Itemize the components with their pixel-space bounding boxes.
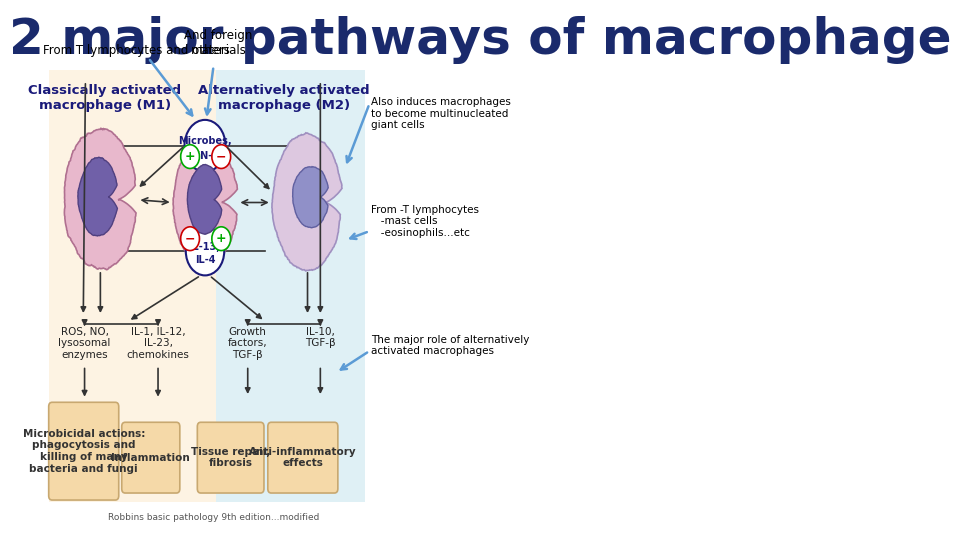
Text: From T lymphocytes and others: From T lymphocytes and others <box>43 44 230 57</box>
Text: Classically activated
macrophage (M1): Classically activated macrophage (M1) <box>28 84 181 112</box>
Text: 2 major pathways of macrophage activation:: 2 major pathways of macrophage activatio… <box>9 16 960 64</box>
Polygon shape <box>187 165 222 234</box>
Text: Alternatively activated
macrophage (M2): Alternatively activated macrophage (M2) <box>198 84 370 112</box>
Text: Tissue repair,
fibrosis: Tissue repair, fibrosis <box>191 447 271 468</box>
Text: −: − <box>185 232 195 245</box>
Text: Microbicidal actions:
phagocytosis and
killing of many
bacteria and fungi: Microbicidal actions: phagocytosis and k… <box>22 429 145 474</box>
Text: IL-1, IL-12,
IL-23,
chemokines: IL-1, IL-12, IL-23, chemokines <box>127 327 189 360</box>
Text: Anti-inflammatory
effects: Anti-inflammatory effects <box>249 447 357 468</box>
Text: Inflammation: Inflammation <box>111 453 190 463</box>
Polygon shape <box>64 129 136 269</box>
FancyBboxPatch shape <box>49 70 216 502</box>
Text: Microbes,: Microbes, <box>179 137 231 146</box>
Text: IL-10,
TGF-β: IL-10, TGF-β <box>305 327 336 348</box>
FancyBboxPatch shape <box>198 422 264 493</box>
Text: +: + <box>216 232 227 245</box>
Circle shape <box>184 120 226 172</box>
Text: And foreign
materials: And foreign materials <box>184 29 252 57</box>
Polygon shape <box>173 140 237 264</box>
Text: IFN-γ: IFN-γ <box>190 151 220 160</box>
Circle shape <box>180 145 200 168</box>
Text: Robbins basic pathology 9th edition...modified: Robbins basic pathology 9th edition...mo… <box>108 512 320 522</box>
Text: IL-4: IL-4 <box>195 255 215 265</box>
Text: IL-13,: IL-13, <box>189 242 221 252</box>
Circle shape <box>180 227 200 251</box>
Circle shape <box>212 227 230 251</box>
FancyBboxPatch shape <box>268 422 338 493</box>
Text: Also induces macrophages
to become multinucleated
giant cells: Also induces macrophages to become multi… <box>371 97 511 130</box>
Polygon shape <box>272 133 342 271</box>
Polygon shape <box>78 157 117 236</box>
FancyBboxPatch shape <box>122 422 180 493</box>
Text: +: + <box>184 150 196 163</box>
Text: The major role of alternatively
activated macrophages: The major role of alternatively activate… <box>371 335 529 356</box>
Text: −: − <box>216 150 227 163</box>
Circle shape <box>212 145 230 168</box>
FancyBboxPatch shape <box>216 70 365 502</box>
Text: From -T lymphocytes
   -mast cells
   -eosinophils...etc: From -T lymphocytes -mast cells -eosinop… <box>371 205 479 238</box>
Text: ROS, NO,
lysosomal
enzymes: ROS, NO, lysosomal enzymes <box>59 327 110 360</box>
Circle shape <box>186 227 225 275</box>
Text: Growth
factors,
TGF-β: Growth factors, TGF-β <box>228 327 268 360</box>
Polygon shape <box>293 167 328 228</box>
FancyBboxPatch shape <box>49 402 119 500</box>
